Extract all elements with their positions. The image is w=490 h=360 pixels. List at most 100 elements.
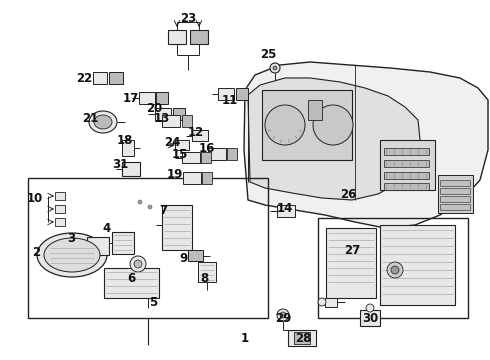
- Text: 5: 5: [149, 296, 157, 309]
- Bar: [55, 192, 65, 200]
- Bar: [227, 148, 237, 160]
- Bar: [122, 140, 134, 156]
- Text: 24: 24: [164, 136, 180, 149]
- Ellipse shape: [37, 233, 107, 277]
- Text: 16: 16: [199, 141, 215, 154]
- Ellipse shape: [89, 111, 117, 133]
- Bar: [201, 152, 211, 163]
- Bar: [325, 298, 337, 307]
- Text: 6: 6: [127, 271, 135, 284]
- Text: 23: 23: [180, 12, 196, 24]
- Text: 26: 26: [340, 189, 356, 202]
- Bar: [440, 204, 470, 210]
- Bar: [139, 92, 155, 104]
- Circle shape: [318, 298, 326, 306]
- Text: 10: 10: [27, 192, 43, 204]
- Bar: [173, 108, 185, 120]
- Bar: [175, 140, 189, 150]
- Text: 27: 27: [344, 243, 360, 256]
- Bar: [440, 180, 470, 186]
- Bar: [360, 310, 380, 326]
- Bar: [208, 148, 226, 160]
- Bar: [438, 175, 473, 213]
- Text: 13: 13: [154, 112, 170, 125]
- Text: 25: 25: [260, 49, 276, 62]
- Circle shape: [270, 63, 280, 73]
- Bar: [155, 108, 171, 120]
- Circle shape: [391, 266, 399, 274]
- Bar: [93, 72, 107, 84]
- Bar: [168, 30, 186, 44]
- Bar: [112, 232, 134, 254]
- Text: 20: 20: [146, 102, 162, 114]
- Bar: [440, 188, 470, 194]
- Circle shape: [366, 304, 374, 312]
- Text: 2: 2: [32, 247, 40, 260]
- Circle shape: [148, 205, 152, 209]
- Bar: [288, 330, 316, 346]
- Text: 17: 17: [123, 91, 139, 104]
- Bar: [156, 92, 168, 104]
- Bar: [109, 72, 123, 84]
- Bar: [384, 148, 429, 155]
- Bar: [384, 183, 429, 190]
- Bar: [122, 162, 140, 176]
- Bar: [380, 140, 435, 190]
- Bar: [318, 218, 468, 318]
- Text: 28: 28: [295, 332, 311, 345]
- Polygon shape: [248, 78, 420, 200]
- Text: 22: 22: [76, 72, 92, 85]
- Text: 19: 19: [167, 168, 183, 181]
- Bar: [188, 250, 203, 261]
- Bar: [55, 218, 65, 226]
- Bar: [326, 228, 376, 298]
- Text: 18: 18: [117, 134, 133, 147]
- Bar: [104, 268, 159, 298]
- Bar: [183, 172, 201, 184]
- Text: 3: 3: [67, 231, 75, 244]
- Circle shape: [265, 105, 305, 145]
- Circle shape: [273, 66, 277, 70]
- Bar: [384, 172, 429, 179]
- Text: 29: 29: [275, 311, 291, 324]
- Bar: [182, 152, 200, 163]
- Text: 31: 31: [112, 158, 128, 171]
- Circle shape: [134, 260, 142, 268]
- Bar: [192, 130, 208, 141]
- Ellipse shape: [94, 115, 112, 129]
- Text: 1: 1: [241, 332, 249, 345]
- Ellipse shape: [44, 238, 100, 272]
- Text: 15: 15: [172, 148, 188, 162]
- Circle shape: [280, 312, 286, 318]
- Text: 21: 21: [82, 112, 98, 125]
- Bar: [190, 30, 208, 44]
- Bar: [236, 88, 248, 100]
- Bar: [380, 225, 455, 305]
- Bar: [55, 205, 65, 213]
- Bar: [262, 90, 352, 160]
- Circle shape: [313, 105, 353, 145]
- Bar: [308, 100, 322, 120]
- Bar: [218, 88, 234, 100]
- Bar: [182, 115, 192, 127]
- Bar: [440, 196, 470, 202]
- Text: 30: 30: [362, 311, 378, 324]
- Bar: [87, 237, 109, 255]
- Circle shape: [138, 200, 142, 204]
- Text: 9: 9: [179, 252, 187, 265]
- Bar: [28, 178, 268, 318]
- Text: 7: 7: [159, 203, 167, 216]
- Text: 11: 11: [222, 94, 238, 107]
- Text: 4: 4: [103, 221, 111, 234]
- Text: 14: 14: [277, 202, 293, 215]
- Bar: [162, 205, 192, 250]
- Circle shape: [387, 262, 403, 278]
- Bar: [294, 332, 310, 344]
- Circle shape: [277, 309, 289, 321]
- Bar: [162, 115, 180, 127]
- Bar: [198, 262, 216, 282]
- Bar: [202, 172, 212, 184]
- Text: 8: 8: [200, 271, 208, 284]
- Bar: [277, 205, 295, 217]
- Polygon shape: [244, 62, 488, 228]
